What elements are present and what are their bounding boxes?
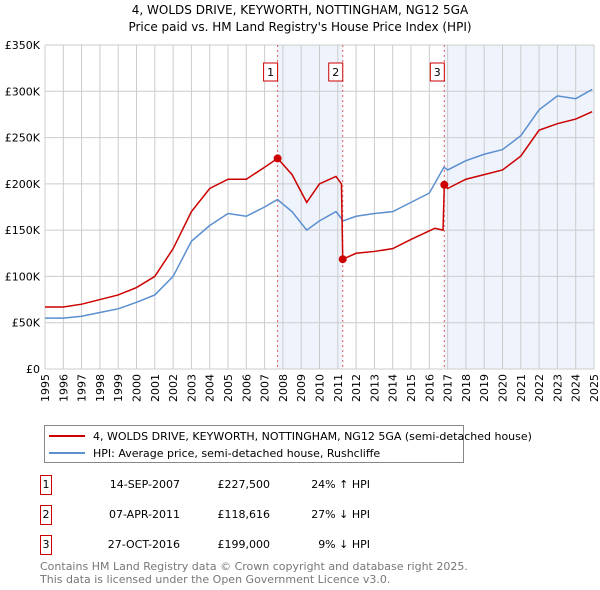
y-tick-label: £0	[26, 363, 40, 376]
sale-date: 14-SEP-2007	[109, 478, 180, 491]
x-tick-label: 2015	[405, 374, 418, 402]
legend-label: HPI: Average price, semi-detached house,…	[93, 446, 381, 460]
footer-line: This data is licensed under the Open Gov…	[40, 573, 391, 586]
sale-marker-label: 1	[267, 66, 274, 79]
shaded-period	[444, 45, 594, 369]
sale-number: 2	[40, 505, 52, 525]
x-tick-label: 2000	[131, 374, 144, 402]
y-tick-label: £350K	[5, 39, 41, 52]
x-tick-label: 2002	[167, 374, 180, 402]
sale-point	[338, 255, 347, 264]
footer-line: Contains HM Land Registry data © Crown c…	[40, 560, 468, 573]
sale-hpi-diff: 9% ↓ HPI	[318, 538, 370, 551]
sale-price: £199,000	[217, 538, 271, 551]
legend-label: 4, WOLDS DRIVE, KEYWORTH, NOTTINGHAM, NG…	[93, 429, 532, 443]
x-tick-label: 2021	[515, 374, 528, 402]
sale-marker-box	[429, 62, 445, 82]
y-tick-label: £150K	[5, 224, 41, 237]
x-tick-label: 2014	[387, 374, 400, 402]
x-tick-label: 2005	[222, 374, 235, 402]
sale-marker-box	[328, 62, 344, 82]
y-tick-label: £50K	[12, 317, 41, 330]
sale-date: 27-OCT-2016	[107, 538, 180, 551]
chart-subtitle: Price paid vs. HM Land Registry's House …	[128, 20, 471, 34]
x-tick-label: 2010	[314, 374, 327, 402]
sale-date: 07-APR-2011	[108, 508, 180, 521]
x-tick-label: 2013	[368, 374, 381, 402]
sale-point	[273, 154, 282, 163]
y-tick-label: £200K	[5, 178, 41, 191]
x-tick-label: 2022	[533, 374, 546, 402]
x-tick-label: 2009	[295, 374, 308, 402]
sale-number: 3	[40, 535, 52, 555]
price-chart: 4, WOLDS DRIVE, KEYWORTH, NOTTINGHAM, NG…	[5, 3, 600, 402]
sale-price: £118,616	[217, 508, 271, 521]
x-tick-label: 2018	[460, 374, 473, 402]
sale-row: 2 07-APR-2011 £118,616 27% ↓ HPI	[40, 505, 600, 525]
series-line	[45, 88, 593, 319]
footer: Contains HM Land Registry data © Crown c…	[40, 560, 468, 586]
x-tick-label: 2007	[259, 374, 272, 402]
sale-hpi-diff: 24% ↑ HPI	[311, 478, 370, 491]
sale-marker-box	[263, 62, 279, 82]
x-tick-label: 2008	[277, 374, 290, 402]
x-tick-label: 1995	[39, 374, 52, 402]
chart-title: 4, WOLDS DRIVE, KEYWORTH, NOTTINGHAM, NG…	[132, 3, 469, 17]
sale-hpi-diff: 27% ↓ HPI	[311, 508, 370, 521]
y-tick-label: £100K	[5, 270, 41, 283]
series-line	[45, 110, 593, 308]
x-tick-label: 2016	[423, 374, 436, 402]
shaded-period	[277, 45, 343, 369]
x-tick-label: 2025	[588, 374, 600, 402]
x-tick-label: 2003	[185, 374, 198, 402]
sale-point	[440, 180, 449, 189]
legend-item-property: 4, WOLDS DRIVE, KEYWORTH, NOTTINGHAM, NG…	[45, 428, 532, 444]
x-tick-label: 2001	[149, 374, 162, 402]
y-tick-label: £250K	[5, 132, 41, 145]
sale-number: 1	[40, 475, 52, 495]
legend: 4, WOLDS DRIVE, KEYWORTH, NOTTINGHAM, NG…	[44, 425, 532, 463]
x-tick-label: 2024	[570, 374, 583, 402]
x-tick-label: 2012	[350, 374, 363, 402]
sale-marker-label: 2	[332, 66, 339, 79]
x-tick-label: 1996	[57, 374, 70, 402]
sale-row: 1 14-SEP-2007 £227,500 24% ↑ HPI	[40, 475, 600, 495]
x-tick-label: 2020	[497, 374, 510, 402]
x-tick-label: 2004	[204, 374, 217, 402]
x-tick-label: 2023	[551, 374, 564, 402]
x-tick-label: 1997	[76, 374, 89, 402]
y-tick-label: £300K	[5, 85, 41, 98]
x-tick-label: 1999	[112, 374, 125, 402]
sale-row: 3 27-OCT-2016 £199,000 9% ↓ HPI	[40, 535, 600, 555]
legend-item-hpi: HPI: Average price, semi-detached house,…	[45, 445, 380, 461]
x-tick-label: 2017	[442, 374, 455, 402]
x-tick-label: 2011	[332, 374, 345, 402]
sale-price: £227,500	[217, 478, 271, 491]
sale-marker-label: 3	[434, 66, 441, 79]
x-tick-label: 1998	[94, 374, 107, 402]
x-tick-label: 2006	[240, 374, 253, 402]
x-tick-label: 2019	[478, 374, 491, 402]
